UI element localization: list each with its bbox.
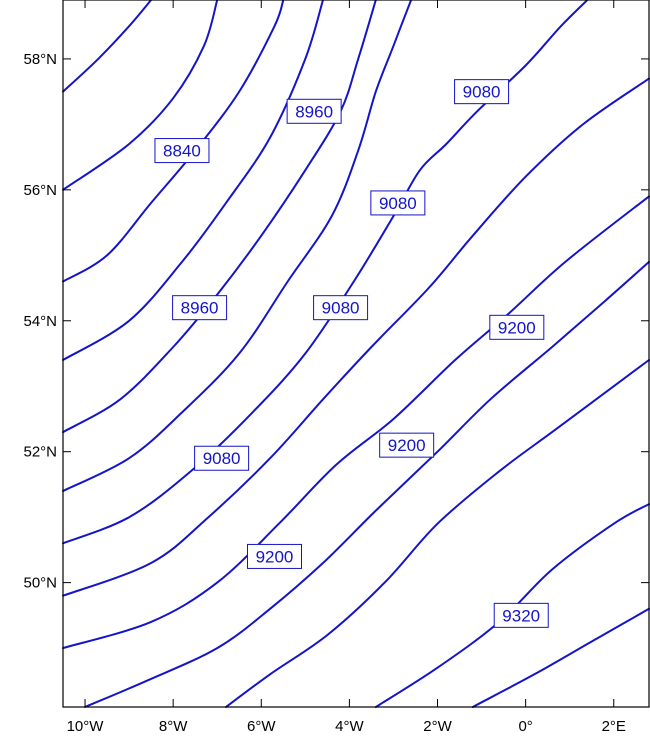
x-tick-label: 4°W [335, 718, 364, 735]
x-tick-label: 8°W [159, 718, 188, 735]
contour-label: 9080 [455, 80, 509, 104]
contour-label-text: 8840 [163, 142, 201, 161]
contour-labels: 8840 8960 9080 9080 8960 9080 9200 9080 9200 9200… [155, 80, 548, 628]
contour-label: 8840 [155, 139, 209, 163]
contour-label: 9200 [247, 544, 301, 568]
contour-label: 9080 [371, 191, 425, 215]
contour-line-9200 [226, 360, 649, 707]
contour-line-8800 [63, 0, 151, 92]
contour-label-text: 8960 [181, 299, 219, 318]
contour-label: 9080 [314, 296, 368, 320]
y-axis: 50°N 52°N 54°N 56°N 58°N [23, 51, 649, 592]
x-tick-label: 0° [518, 718, 532, 735]
contour-label-text: 9080 [322, 299, 360, 318]
contour-label-text: 9080 [463, 83, 501, 102]
contour-label-text: 9320 [502, 606, 540, 625]
contour-label-text: 9080 [203, 449, 241, 468]
x-tick-label: 10°W [67, 718, 105, 735]
contour-label-text: 9200 [256, 547, 294, 566]
plot-frame [63, 0, 649, 707]
x-tick-label: 6°W [247, 718, 276, 735]
x-tick-label: 2°E [602, 718, 626, 735]
contour-label: 8960 [173, 296, 227, 320]
contour-label-text: 9200 [498, 318, 536, 337]
contour-label: 9200 [380, 433, 434, 457]
contour-label-text: 9200 [388, 436, 426, 455]
y-tick-label: 52°N [23, 444, 57, 461]
contour-label: 9080 [195, 446, 249, 470]
contour-line-8960 [63, 0, 376, 432]
contour-line-9160 [85, 262, 649, 707]
y-tick-label: 56°N [23, 182, 57, 199]
x-tick-label: 2°W [423, 718, 452, 735]
contour-line-9000 [63, 0, 411, 491]
contour-label: 9200 [490, 315, 544, 339]
y-tick-label: 54°N [23, 313, 57, 330]
contour-label-text: 8960 [295, 102, 333, 121]
contour-lines [63, 0, 649, 707]
y-tick-label: 50°N [23, 575, 57, 592]
y-tick-label: 58°N [23, 51, 57, 68]
contour-label-text: 9080 [379, 194, 417, 213]
contour-line-9120 [63, 196, 649, 648]
contour-label: 8960 [287, 99, 341, 123]
contour-label: 9320 [494, 603, 548, 627]
